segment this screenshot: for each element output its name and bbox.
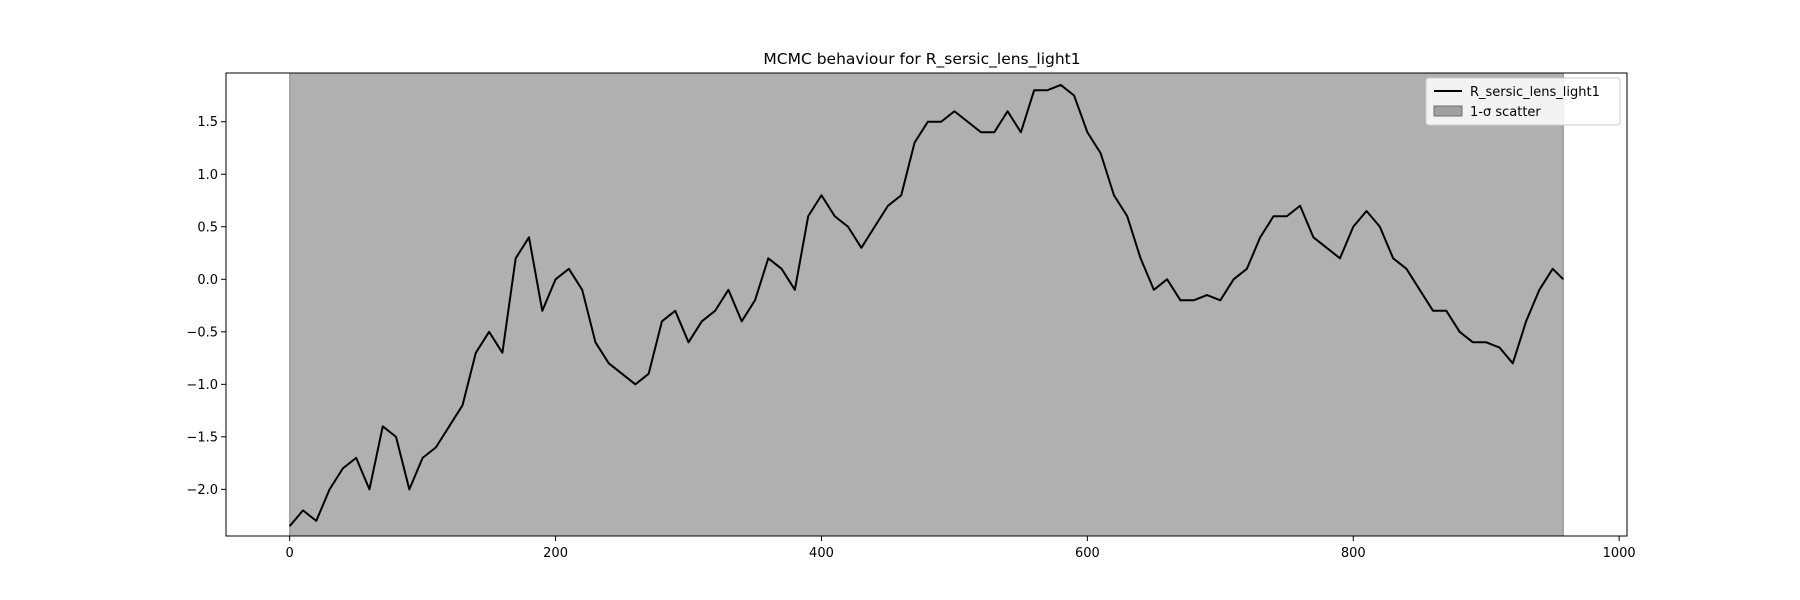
y-tick-label: −2.0 xyxy=(186,483,218,498)
y-tick-label: −0.5 xyxy=(186,325,218,340)
y-tick-label: 0.5 xyxy=(197,220,218,235)
y-tick-label: 1.5 xyxy=(197,115,218,130)
axes-frame xyxy=(225,72,1628,537)
legend-box xyxy=(1425,77,1621,126)
legend-label-trace: R_sersic_lens_light1 xyxy=(1470,85,1600,100)
x-tick-label: 800 xyxy=(1341,546,1366,561)
y-tick-label: −1.5 xyxy=(186,430,218,445)
trace-line xyxy=(288,83,1565,527)
legend-patch-swatch xyxy=(1433,105,1463,117)
legend-label-scatter: 1-σ scatter xyxy=(1470,105,1541,120)
y-tick-label: 0.0 xyxy=(197,273,218,288)
chart-title: MCMC behaviour for R_sersic_lens_light1 xyxy=(763,50,1080,69)
x-tick-label: 200 xyxy=(543,546,568,561)
y-tick-label: −1.0 xyxy=(186,378,218,393)
scatter-band xyxy=(289,72,1564,537)
y-tick-label: 1.0 xyxy=(197,168,218,183)
x-tick-label: 400 xyxy=(809,546,834,561)
x-tick-label: 600 xyxy=(1075,546,1100,561)
x-tick-label: 0 xyxy=(286,546,294,561)
x-tick-label: 1000 xyxy=(1603,546,1636,561)
